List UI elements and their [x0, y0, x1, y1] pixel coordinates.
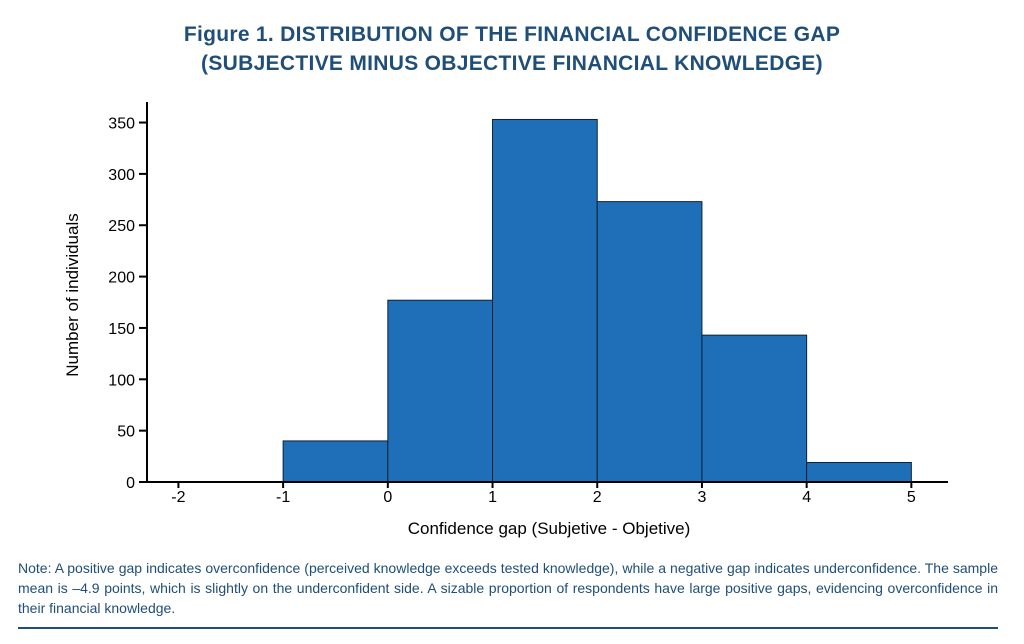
x-tick-label-2: 0 [383, 489, 392, 506]
y-tick-label-0: 0 [126, 475, 135, 492]
histogram-bar-2 [492, 118, 598, 483]
y-tick-label-6: 300 [108, 167, 135, 184]
chart-title-line2: (SUBJECTIVE MINUS OBJECTIVE FINANCIAL KN… [201, 52, 823, 75]
chart-title: Figure 1. DISTRIBUTION OF THE FINANCIAL … [0, 20, 1024, 78]
histogram-bar-5 [806, 461, 912, 483]
y-tick-label-3: 150 [108, 321, 135, 338]
bottom-divider [18, 627, 998, 629]
chart-title-line1: Figure 1. DISTRIBUTION OF THE FINANCIAL … [183, 23, 841, 46]
y-tick-label-2: 100 [108, 372, 135, 389]
histogram-bar-0 [282, 440, 389, 483]
y-tick-label-7: 350 [108, 116, 135, 133]
y-tick-label-4: 200 [108, 270, 135, 287]
y-tick-label-5: 250 [108, 218, 135, 235]
histogram-bar-4 [701, 334, 808, 483]
figure-note: Note: A positive gap indicates overconfi… [18, 560, 998, 616]
x-tick-label-1: -1 [276, 489, 290, 506]
bars-group [282, 118, 912, 483]
y-tick-label-1: 50 [117, 424, 135, 441]
axes-group: 0 50 100 150 200 250 300 350 -2 -1 0 1 2 3 4 5 [108, 102, 948, 506]
x-axis-label: Confidence gap (Subjetive - Objetive) [408, 519, 691, 538]
histogram-bar-1 [387, 299, 494, 483]
histogram-bar-3 [596, 201, 703, 483]
histogram-chart: 0 50 100 150 200 250 300 350 -2 -1 0 1 2 3 4 5 Number o… [63, 102, 948, 538]
y-axis-label: Number of individuals [63, 213, 82, 376]
x-tick-label-5: 3 [697, 489, 706, 506]
x-tick-label-3: 1 [488, 489, 497, 506]
x-tick-label-6: 4 [802, 489, 811, 506]
x-tick-label-0: -2 [171, 489, 185, 506]
x-tick-label-7: 5 [907, 489, 916, 506]
x-tick-label-4: 2 [593, 489, 602, 506]
